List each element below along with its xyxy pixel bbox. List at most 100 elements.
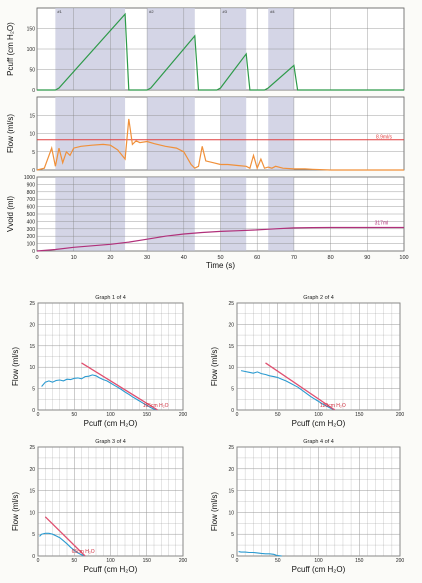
y-tick-label: 0 bbox=[32, 408, 35, 414]
time-panel-1: 0 50 100 150 Pcuff (cm H₂O) #1 #2 #3 #4 bbox=[6, 7, 405, 94]
x-axis-label: Pcuff (cm H₂O) bbox=[292, 419, 346, 428]
y-tick-label: 20 bbox=[228, 322, 234, 328]
y-axis-label: Flow (ml/s) bbox=[6, 114, 15, 153]
x-tick-label: 0 bbox=[236, 412, 239, 418]
x-tick-label: 90 bbox=[364, 255, 370, 261]
y-tick-label: 15 bbox=[29, 489, 35, 495]
y-tick-label: 20 bbox=[29, 322, 35, 328]
x-tick-label: 150 bbox=[143, 412, 152, 418]
y-axis-label: Flow (ml/s) bbox=[210, 347, 219, 386]
y-tick-label: 100 bbox=[27, 47, 36, 53]
y-tick-label: 5 bbox=[32, 150, 35, 156]
series-line bbox=[37, 12, 404, 91]
y-axis-label: Pcuff (cm H₂O) bbox=[6, 22, 15, 76]
x-tick-label: 100 bbox=[106, 558, 115, 564]
x-tick-label: 200 bbox=[396, 412, 405, 418]
y-tick-label: 150 bbox=[27, 27, 36, 33]
x-tick-label: 60 bbox=[254, 255, 260, 261]
graph-title: Graph 2 of 4 bbox=[303, 295, 334, 301]
y-axis-label: Flow (ml/s) bbox=[11, 347, 20, 386]
graph-title: Graph 4 of 4 bbox=[303, 439, 334, 445]
pressure-flow-graph-2: 0 50 100 150 200 0 5 10 15 20 25 Graph 2 of 4 Pcuff … bbox=[210, 295, 404, 428]
y-axis-label: Flow (ml/s) bbox=[210, 492, 219, 531]
y-tick-label: 1000 bbox=[24, 175, 35, 181]
x-tick-label: 70 bbox=[291, 255, 297, 261]
y-tick-label: 600 bbox=[27, 205, 36, 211]
fit-line bbox=[265, 362, 336, 411]
y-tick-label: 15 bbox=[228, 344, 234, 350]
fit-line bbox=[44, 516, 86, 557]
x-tick-label: 50 bbox=[71, 558, 77, 564]
x-tick-label: 0 bbox=[35, 255, 38, 261]
x-tick-label: 100 bbox=[106, 412, 115, 418]
y-tick-label: 0 bbox=[231, 554, 234, 560]
pressure-annotation: 165cm H₂O bbox=[143, 403, 169, 409]
y-tick-label: 25 bbox=[29, 445, 35, 451]
y-tick-label: 15 bbox=[29, 113, 35, 119]
y-tick-label: 25 bbox=[228, 445, 234, 451]
x-tick-label: 0 bbox=[37, 412, 40, 418]
y-tick-label: 200 bbox=[27, 234, 36, 240]
x-tick-label: 80 bbox=[328, 255, 334, 261]
y-tick-label: 100 bbox=[27, 242, 36, 248]
flow-line bbox=[238, 551, 282, 557]
x-tick-label: 150 bbox=[355, 412, 364, 418]
y-tick-label: 5 bbox=[32, 532, 35, 538]
y-tick-label: 5 bbox=[32, 387, 35, 393]
y-axis-label: Vvoid (ml) bbox=[6, 196, 15, 232]
x-tick-label: 100 bbox=[314, 558, 323, 564]
pressure-flow-graph-1: 0 50 100 150 200 0 5 10 15 20 25 Graph 1 of 4 Pcuff … bbox=[11, 295, 187, 428]
y-axis-label: Flow (ml/s) bbox=[11, 492, 20, 531]
y-tick-label: 15 bbox=[29, 344, 35, 350]
x-tick-label: 0 bbox=[236, 558, 239, 564]
x-tick-label: 30 bbox=[144, 255, 150, 261]
pressure-annotation: 65cm H₂O bbox=[72, 549, 95, 555]
x-tick-label: 100 bbox=[314, 412, 323, 418]
y-tick-label: 5 bbox=[231, 387, 234, 393]
y-tick-label: 15 bbox=[228, 489, 234, 495]
y-tick-label: 5 bbox=[231, 532, 234, 538]
y-tick-label: 700 bbox=[27, 197, 36, 203]
x-axis-label: Pcuff (cm H₂O) bbox=[84, 419, 138, 428]
graph-title: Graph 1 of 4 bbox=[95, 295, 126, 301]
x-axis-label: Pcuff (cm H₂O) bbox=[292, 565, 346, 574]
y-tick-label: 10 bbox=[228, 365, 234, 371]
y-tick-label: 900 bbox=[27, 182, 36, 188]
inflation-marker: #4 bbox=[270, 9, 275, 14]
y-tick-label: 25 bbox=[29, 301, 35, 307]
pressure-annotation: 120cm H₂O bbox=[320, 403, 346, 409]
x-tick-label: 100 bbox=[399, 255, 408, 261]
y-tick-label: 50 bbox=[29, 68, 35, 74]
y-tick-label: 800 bbox=[27, 190, 36, 196]
x-tick-label: 200 bbox=[396, 558, 405, 564]
series-line bbox=[36, 118, 404, 171]
x-tick-label: 200 bbox=[179, 558, 188, 564]
flow-line bbox=[41, 374, 158, 411]
x-axis-label: Time (s) bbox=[206, 261, 235, 270]
y-tick-label: 0 bbox=[231, 408, 234, 414]
inflation-marker: #2 bbox=[149, 9, 154, 14]
x-tick-label: 150 bbox=[355, 558, 364, 564]
x-tick-label: 150 bbox=[143, 558, 152, 564]
x-tick-label: 40 bbox=[181, 255, 187, 261]
x-tick-label: 0 bbox=[37, 558, 40, 564]
y-tick-label: 10 bbox=[29, 132, 35, 138]
fit-line bbox=[81, 362, 158, 411]
time-panel-2: 0 5 10 15 Flow (ml/s) 8.9ml/s bbox=[6, 96, 405, 174]
x-tick-label: 20 bbox=[107, 255, 113, 261]
y-tick-label: 25 bbox=[228, 301, 234, 307]
y-tick-label: 300 bbox=[27, 227, 36, 233]
y-tick-label: 0 bbox=[32, 249, 35, 255]
y-tick-label: 20 bbox=[228, 467, 234, 473]
pressure-flow-graph-4: 0 50 100 150 200 0 5 10 15 20 25 Graph 4 of 4 Pcuff … bbox=[210, 439, 404, 574]
pressure-flow-graph-3: 0 50 100 150 200 0 5 10 15 20 25 Graph 3 of 4 Pcuff … bbox=[11, 439, 187, 574]
y-tick-label: 0 bbox=[32, 88, 35, 94]
y-tick-label: 400 bbox=[27, 219, 36, 225]
y-tick-label: 0 bbox=[32, 168, 35, 174]
x-tick-label: 200 bbox=[179, 412, 188, 418]
end-value-label: 317ml bbox=[375, 221, 389, 227]
x-axis-label: Pcuff (cm H₂O) bbox=[84, 565, 138, 574]
y-tick-label: 10 bbox=[29, 510, 35, 516]
